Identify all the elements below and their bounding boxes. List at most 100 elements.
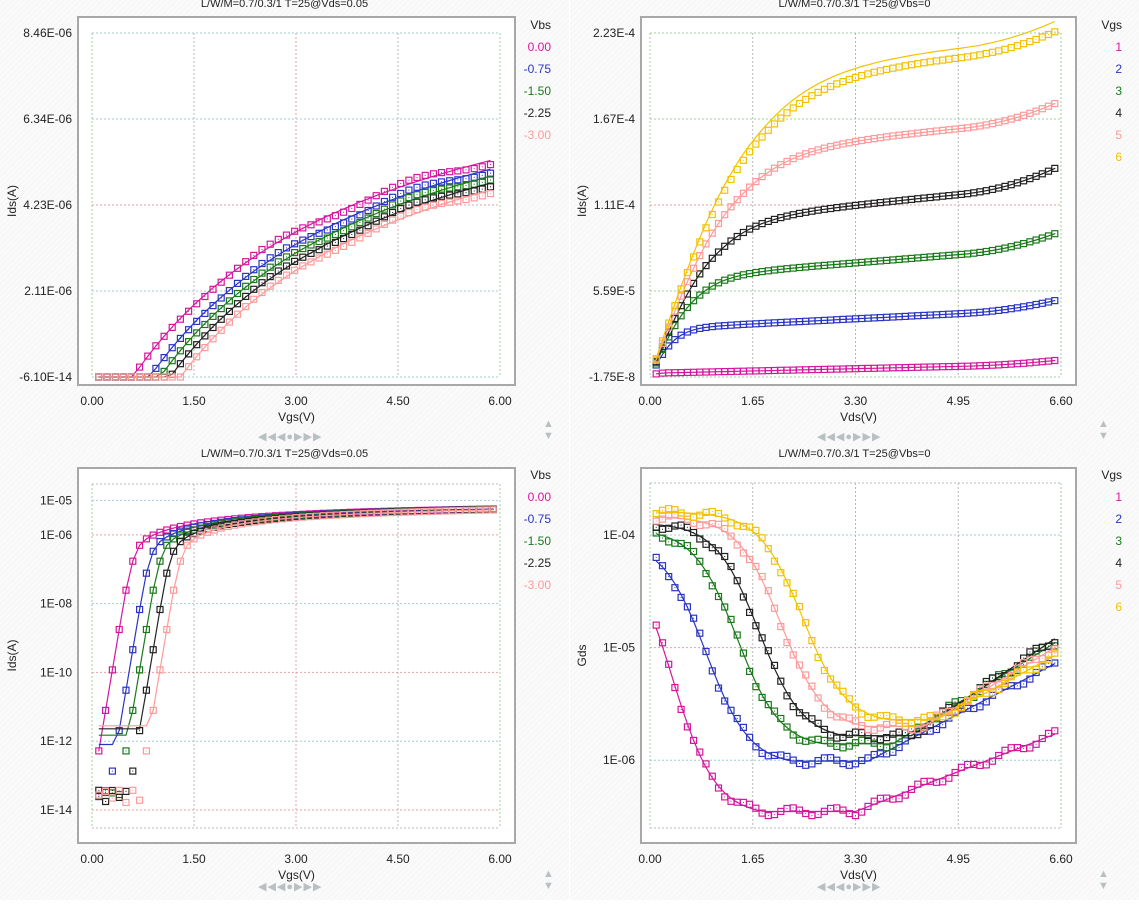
next-page-icon[interactable]: ▶ (294, 431, 304, 443)
data-point-dot (1029, 41, 1031, 43)
data-point-dot (817, 265, 819, 267)
chart-ids-vgs-log[interactable]: 0.00 1.50 3.00 4.50 6.001E-051E-061E-081E-10… (0, 450, 569, 900)
data-point-dot (705, 289, 707, 291)
data-point-dot (724, 700, 726, 702)
legend-entry: 1 (1115, 40, 1122, 54)
data-point-dot (998, 684, 1000, 686)
data-point (160, 354, 168, 362)
last-page-icon[interactable]: ▶▶ (862, 431, 882, 443)
data-point-dot (742, 596, 744, 598)
data-point-dot (892, 722, 894, 724)
data-point (939, 721, 947, 729)
data-point-dot (163, 357, 165, 359)
data-point (389, 208, 397, 217)
data-point (372, 217, 380, 225)
data-point-dot (699, 294, 701, 296)
data-point (244, 519, 252, 527)
scroll-down-icon[interactable]: ▼ (1098, 430, 1109, 442)
prev-page-icon[interactable]: ◀ (835, 431, 846, 443)
chart-ids-vgs-linear[interactable]: 0.00 1.50 3.00 4.50 6.00-6.10E-142.11E-064.2… (0, 0, 569, 450)
data-point-dot (886, 753, 888, 755)
data-point (185, 350, 193, 358)
first-page-icon[interactable]: ◀◀ (258, 431, 277, 443)
data-point-dot (680, 288, 682, 290)
data-point-dot (711, 326, 713, 328)
legend-entry: 2 (1115, 62, 1122, 76)
home-icon[interactable]: ● (286, 431, 295, 443)
home-icon[interactable]: ● (845, 881, 854, 893)
last-page-icon[interactable]: ▶▶ (303, 881, 323, 893)
data-point-dot (132, 770, 134, 772)
data-point (752, 140, 760, 148)
data-point (136, 605, 144, 614)
data-point-dot (1041, 738, 1043, 739)
data-point-dot (774, 370, 775, 371)
data-point (348, 238, 356, 246)
data-point-dot (152, 649, 154, 651)
first-page-icon[interactable]: ◀◀ (258, 881, 277, 893)
prev-page-icon[interactable]: ◀ (835, 881, 846, 893)
data-point (95, 373, 103, 381)
data-point-dot (204, 347, 206, 349)
first-page-icon[interactable]: ◀◀ (817, 881, 836, 893)
data-point-dot (811, 151, 813, 153)
data-point-dot (848, 368, 850, 370)
data-point (152, 373, 160, 381)
data-point (142, 686, 150, 694)
chart-ids-vds-linear[interactable]: 0.00 1.65 3.30 4.95 6.60-1.75E-85.59E-51.11E… (570, 0, 1139, 450)
data-point-dot (674, 542, 676, 544)
scroll-up-icon[interactable]: ▲ (1098, 418, 1109, 430)
scroll-down-icon[interactable]: ▼ (1098, 880, 1109, 892)
scroll-down-icon[interactable]: ▼ (543, 430, 554, 442)
data-point-dot (98, 750, 100, 752)
prev-page-icon[interactable]: ◀ (276, 431, 287, 443)
data-point-dot (873, 800, 875, 802)
data-point-dot (457, 193, 459, 195)
data-point (156, 528, 164, 536)
data-point-dot (929, 314, 931, 316)
data-point-dot (761, 176, 763, 178)
last-page-icon[interactable]: ▶▶ (862, 881, 882, 893)
data-point (323, 215, 331, 223)
data-point (356, 226, 364, 234)
data-point-dot (786, 808, 788, 809)
chart-navigation: ◀◀◀●▶▶▶ (817, 880, 881, 893)
data-point (689, 297, 698, 305)
data-point-dot (1004, 309, 1006, 311)
data-point (364, 196, 372, 204)
data-point-dot (923, 197, 925, 199)
data-point (129, 706, 137, 714)
data-point-dot (438, 510, 440, 512)
series-2 (652, 553, 1059, 769)
home-icon[interactable]: ● (286, 881, 295, 893)
last-page-icon[interactable]: ▶▶ (303, 431, 323, 443)
data-point-dot (699, 524, 701, 526)
data-point-dot (836, 368, 838, 370)
data-point-dot (917, 729, 919, 731)
home-icon[interactable]: ● (845, 431, 854, 443)
next-page-icon[interactable]: ▶ (294, 881, 304, 893)
scroll-controls: ▲ ▼ (1098, 868, 1109, 892)
chart-gds-vds-log[interactable]: 0.00 1.65 3.30 4.95 6.601E-041E-051E-06Vds(V… (570, 450, 1139, 900)
prev-page-icon[interactable]: ◀ (276, 881, 287, 893)
series-1 (652, 356, 1059, 378)
scroll-up-icon[interactable]: ▲ (543, 418, 554, 430)
data-point-dot (302, 227, 304, 229)
data-point (708, 229, 716, 237)
data-point-dot (481, 166, 483, 168)
data-point-dot (125, 589, 127, 591)
next-page-icon[interactable]: ▶ (853, 881, 863, 893)
data-point-dot (861, 261, 863, 263)
scroll-down-icon[interactable]: ▼ (543, 880, 554, 892)
data-point-dot (699, 371, 701, 373)
data-point-dot (662, 642, 663, 644)
data-point-dot (892, 67, 894, 69)
data-point-dot (674, 305, 676, 307)
next-page-icon[interactable]: ▶ (853, 431, 863, 443)
first-page-icon[interactable]: ◀◀ (817, 431, 836, 443)
scroll-up-icon[interactable]: ▲ (543, 868, 554, 880)
data-point-dot (207, 531, 209, 533)
data-point-dot (130, 376, 132, 378)
scroll-up-icon[interactable]: ▲ (1098, 868, 1109, 880)
data-point-dot (1029, 659, 1031, 661)
